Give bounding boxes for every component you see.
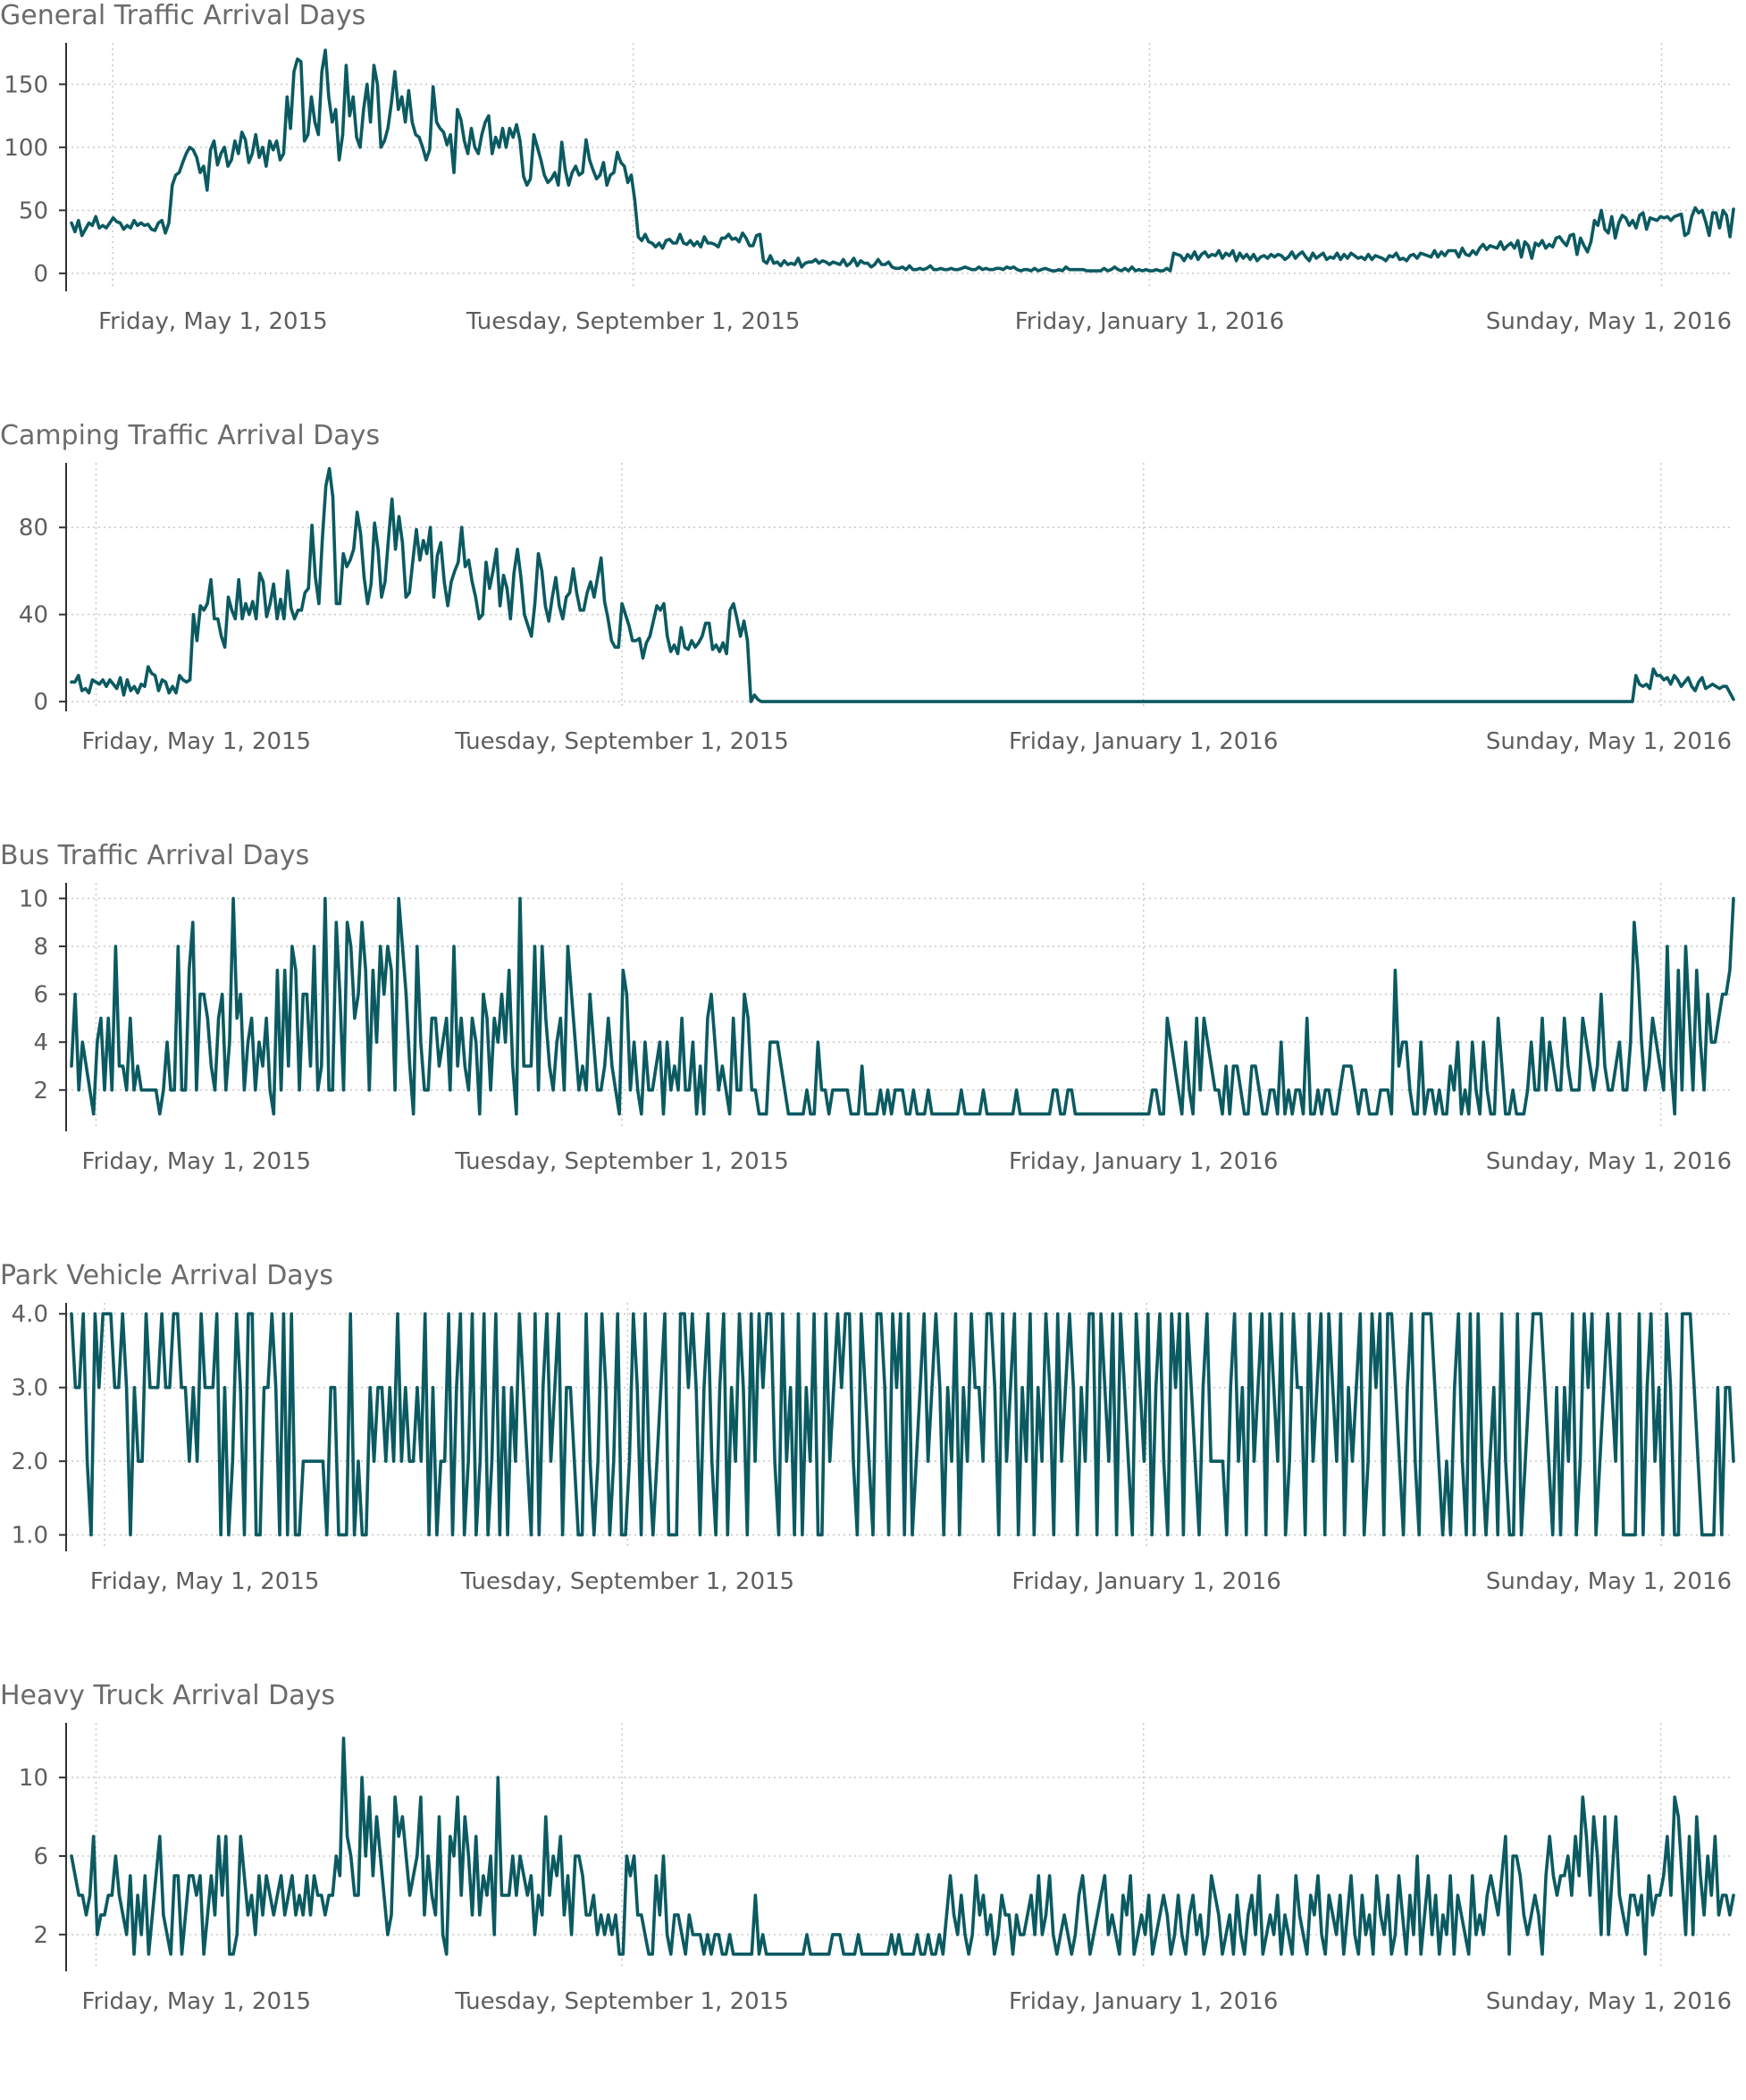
park-vehicle-chart: 1.0 2.0 3.0 4.0 Friday, May 1, 2015 Tuesday, …	[12, 1301, 1735, 1595]
y-tick-label: 6	[33, 982, 48, 1009]
x-tick-label: Friday, May 1, 2015	[98, 308, 328, 335]
heavy-truck-chart: 2 6 10 Friday, May 1, 2015 Tuesday, Septembe…	[19, 1723, 1735, 2015]
x-tick-label: Friday, May 1, 2015	[81, 1988, 311, 2015]
x-tick-label: Tuesday, September 1, 2015	[454, 1148, 789, 1175]
y-tick-label: 80	[19, 515, 48, 542]
y-tick-label: 8	[33, 934, 48, 961]
x-tick-label: Friday, January 1, 2016	[1009, 1148, 1278, 1175]
y-tick-label: 2.0	[12, 1449, 48, 1475]
x-tick-label: Friday, January 1, 2016	[1009, 728, 1278, 755]
camping-traffic-chart: 0 40 80 Friday, May 1, 2015 Tuesday, Septemb…	[19, 463, 1735, 755]
y-tick-label: 2	[33, 1078, 48, 1105]
series-line	[70, 1312, 1735, 1537]
bus-traffic-title: Bus Traffic Arrival Days	[0, 840, 310, 871]
series-line	[70, 466, 1735, 703]
x-tick-label: Sunday, May 1, 2016	[1486, 1148, 1732, 1175]
heavy-truck-title: Heavy Truck Arrival Days	[0, 1680, 335, 1711]
x-tick-label: Friday, May 1, 2015	[81, 1148, 311, 1175]
y-tick-label: 10	[19, 1765, 48, 1792]
park-vehicle-panel: Park Vehicle Arrival Days 1.0 2.0 3.0 4.0 Fr…	[0, 1260, 1746, 1680]
series-line	[70, 48, 1735, 273]
x-tick-label: Friday, January 1, 2016	[1015, 308, 1284, 335]
series-line	[70, 896, 1735, 1116]
y-tick-label: 150	[4, 71, 48, 98]
y-tick-label: 4	[33, 1029, 48, 1056]
x-tick-label: Tuesday, September 1, 2015	[466, 308, 801, 335]
y-tick-label: 50	[19, 197, 48, 224]
bus-traffic-chart: 2 4 6 8 10 Friday, May 1, 2015 Tuesday, Septem…	[19, 883, 1735, 1175]
y-tick-label: 40	[19, 602, 48, 629]
x-tick-label: Sunday, May 1, 2016	[1486, 308, 1732, 335]
x-tick-label: Friday, May 1, 2015	[90, 1568, 320, 1595]
y-tick-label: 100	[4, 135, 48, 162]
y-tick-label: 2	[33, 1922, 48, 1949]
camping-traffic-panel: Camping Traffic Arrival Days 0 40 80 Friday…	[0, 420, 1746, 840]
y-tick-label: 0	[33, 689, 48, 716]
y-tick-label: 6	[33, 1844, 48, 1870]
x-tick-label: Friday, January 1, 2016	[1009, 1988, 1278, 2015]
y-tick-label: 4.0	[12, 1301, 48, 1328]
general-traffic-chart: 0 50 100 150 Friday, May 1, 2015 Tuesday, Sep…	[4, 43, 1735, 335]
x-tick-label: Sunday, May 1, 2016	[1486, 728, 1732, 755]
camping-traffic-title: Camping Traffic Arrival Days	[0, 420, 381, 451]
x-tick-label: Tuesday, September 1, 2015	[454, 728, 789, 755]
general-traffic-title: General Traffic Arrival Days	[0, 0, 366, 31]
general-traffic-panel: General Traffic Arrival Days 0 50 100 150 Fr…	[0, 0, 1746, 420]
x-tick-label: Friday, May 1, 2015	[81, 728, 311, 755]
series-line	[70, 1736, 1735, 1956]
y-tick-label: 3.0	[12, 1375, 48, 1402]
y-tick-label: 1.0	[12, 1523, 48, 1550]
x-tick-label: Sunday, May 1, 2016	[1486, 1988, 1732, 2015]
park-vehicle-title: Park Vehicle Arrival Days	[0, 1260, 334, 1291]
x-tick-label: Tuesday, September 1, 2015	[460, 1568, 795, 1595]
x-tick-label: Tuesday, September 1, 2015	[454, 1988, 789, 2015]
x-tick-label: Friday, January 1, 2016	[1012, 1568, 1280, 1595]
x-tick-label: Sunday, May 1, 2016	[1486, 1568, 1732, 1595]
chart-stage: General Traffic Arrival Days 0 50 100 150 Fr…	[0, 0, 1746, 2015]
bus-traffic-panel: Bus Traffic Arrival Days 2 4 6 8 10 Friday, M…	[0, 840, 1746, 1260]
y-tick-label: 0	[33, 261, 48, 288]
y-tick-label: 10	[19, 886, 48, 912]
heavy-truck-panel: Heavy Truck Arrival Days 2 6 10 Friday, May…	[0, 1680, 1746, 2100]
